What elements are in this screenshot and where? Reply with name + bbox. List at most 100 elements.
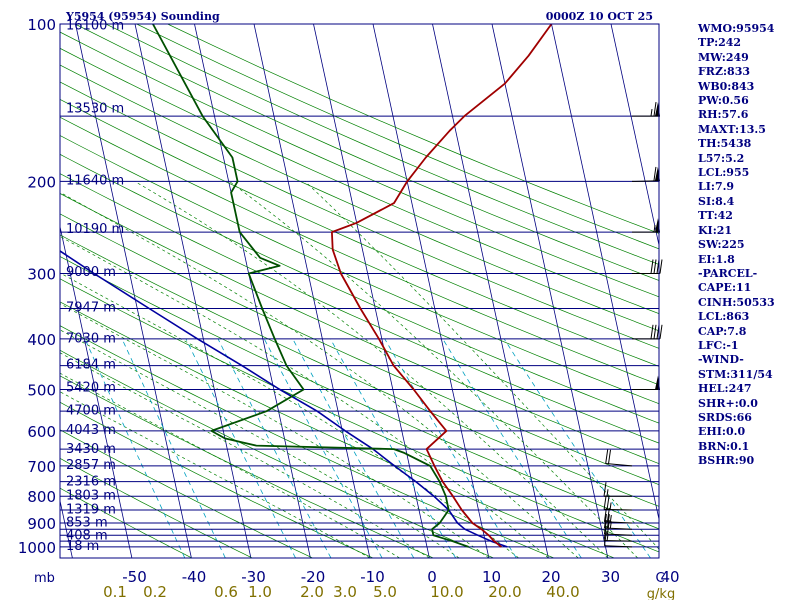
- index-value: FRZ:833: [698, 65, 751, 79]
- mixing-ratio-label: 10.0: [430, 583, 463, 600]
- mixing-ratio-line: [442, 338, 582, 558]
- height-label: 5420 m: [66, 380, 116, 395]
- dry-adiabat-line: [136, 24, 659, 250]
- height-label: 4700 m: [66, 404, 116, 419]
- chart-title: Y5954 (95954) Sounding: [65, 10, 220, 23]
- dry-adiabat-line: [60, 153, 659, 424]
- wind-barb-flag: [603, 495, 607, 510]
- index-value: EI:1.8: [698, 252, 735, 266]
- pressure-tick-label: 200: [27, 173, 56, 191]
- pressure-tick-label: 500: [27, 382, 56, 400]
- wind-barb-half-flag: [609, 502, 612, 510]
- index-value: LFC:-1: [698, 338, 739, 352]
- height-label: 3430 m: [66, 442, 116, 457]
- temp-tick-label: 20: [541, 568, 560, 586]
- mixing-ratio-label: 3.0: [333, 583, 357, 600]
- index-value: -PARCEL-: [698, 266, 758, 280]
- index-value: L57:5.2: [698, 151, 745, 165]
- dry-adiabat-line: [60, 429, 313, 558]
- wind-barb-flag: [606, 514, 610, 529]
- index-value: SHR+:0.0: [698, 396, 758, 410]
- temp-tick-label: -30: [241, 568, 266, 586]
- dry-adiabat-line: [60, 234, 659, 507]
- mixing-ratio-label: 20.0: [488, 583, 521, 600]
- mixing-ratio-line: [121, 338, 226, 558]
- index-value: SI:8.4: [698, 194, 735, 208]
- pressure-tick-label: 800: [27, 488, 56, 506]
- isotherm-line: [432, 24, 549, 558]
- dry-adiabat-line: [60, 98, 659, 367]
- dry-adiabat-line: [105, 24, 659, 265]
- isotherm-line: [313, 24, 430, 558]
- mixing-ratio-label: 40.0: [546, 583, 579, 600]
- pressure-tick-label: 600: [27, 423, 56, 441]
- wind-barb-flag: [650, 259, 654, 274]
- mixing-ratio-line: [84, 338, 186, 558]
- pressure-tick-label: 1000: [18, 539, 56, 557]
- wind-barb-half-flag: [653, 225, 656, 233]
- dewpoint-trace: [152, 24, 469, 548]
- wind-barb-flag: [653, 259, 657, 274]
- index-value: SW:225: [698, 238, 745, 252]
- wind-barb: [605, 449, 633, 467]
- pressure-tick-label: 300: [27, 265, 56, 283]
- profile-layer: [60, 24, 553, 548]
- wind-barb-flag: [650, 324, 654, 339]
- dry-adiabat-line: [60, 401, 374, 558]
- dry-adiabat-line: [74, 24, 659, 281]
- index-value: CAP:7.8: [698, 324, 747, 338]
- height-label: 16100 m: [66, 18, 124, 33]
- isotherm-line: [253, 24, 371, 558]
- mixing-ratio-label: 0.2: [143, 583, 167, 600]
- temperature-trace: [330, 24, 553, 548]
- mixing-ratio-line: [185, 338, 296, 558]
- dry-adiabat-line: [60, 173, 659, 444]
- height-label: 9000 m: [66, 265, 116, 280]
- wind-barb: [603, 526, 633, 542]
- mixing-ratio-unit-label: g/kg: [647, 587, 675, 600]
- temp-tick-label: -50: [122, 568, 147, 586]
- wind-barb: [603, 519, 633, 536]
- dry-adiabat-line: [60, 193, 659, 465]
- moist-adiabat-line: [60, 191, 579, 558]
- index-value: CAPE:11: [698, 281, 752, 295]
- wind-barb: [603, 482, 632, 497]
- wind-barb-flag: [603, 519, 607, 535]
- wind-barb: [603, 507, 633, 524]
- index-value: TT:42: [698, 209, 733, 223]
- dry-adiabat-line: [60, 325, 555, 558]
- mixing-ratio-label: 5.0: [373, 583, 397, 600]
- temp-tick-label: -20: [301, 568, 326, 586]
- height-label: 1803 m: [66, 489, 116, 504]
- mixing-ratio-label: 0.6: [214, 583, 238, 600]
- isotherm-line: [551, 24, 659, 522]
- index-value: BRN:0.1: [698, 439, 750, 453]
- index-value: MAXT:13.5: [698, 122, 766, 136]
- wind-barb-half-flag: [609, 514, 612, 523]
- isotherm-line: [372, 24, 490, 558]
- height-label: 10190 m: [66, 222, 124, 237]
- wind-barb-flag: [653, 324, 657, 339]
- height-label: 7947 m: [66, 300, 116, 315]
- height-label: 1319 m: [66, 502, 116, 517]
- dry-adiabat-line: [60, 375, 434, 558]
- index-value: WB0:843: [698, 79, 755, 93]
- index-value: CINH:50533: [698, 295, 775, 309]
- temp-tick-label: 30: [601, 568, 620, 586]
- index-value: BSHR:90: [698, 454, 755, 468]
- isotherm-line: [60, 224, 133, 558]
- wind-barb-flag: [603, 526, 607, 541]
- dry-adiabat-line: [60, 278, 659, 553]
- wind-barb-flag: [606, 520, 610, 535]
- height-label: 2857 m: [66, 458, 116, 473]
- wind-barb: [603, 495, 633, 511]
- index-value: STM:311/54: [698, 367, 773, 381]
- temp-unit-label: C: [655, 571, 664, 586]
- height-label: 13530 m: [66, 101, 124, 116]
- moist-adiabat-line: [134, 181, 609, 558]
- isotherm-line: [194, 24, 311, 558]
- height-label: 2316 m: [66, 474, 116, 489]
- index-value: LCL:955: [698, 166, 750, 180]
